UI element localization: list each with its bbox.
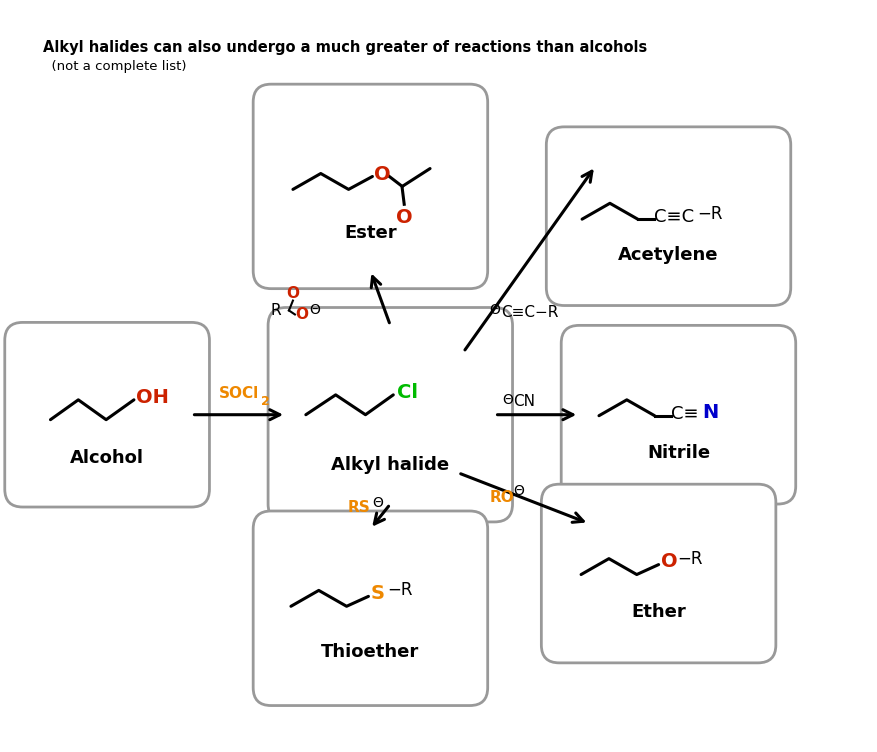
Text: Alkyl halides can also undergo a much greater of reactions than alcohols: Alkyl halides can also undergo a much gr…: [42, 41, 646, 56]
Text: −R: −R: [387, 581, 412, 599]
Text: Ester: Ester: [344, 224, 396, 242]
Text: CN: CN: [513, 394, 535, 409]
Text: 2: 2: [260, 395, 269, 408]
Text: Θ: Θ: [489, 304, 500, 317]
Text: Acetylene: Acetylene: [617, 246, 718, 264]
Text: C≡: C≡: [670, 405, 697, 423]
Text: O: O: [295, 307, 308, 322]
FancyBboxPatch shape: [267, 308, 512, 522]
FancyBboxPatch shape: [545, 127, 790, 305]
FancyBboxPatch shape: [253, 511, 487, 705]
Text: O: O: [660, 552, 676, 571]
Text: Θ: Θ: [513, 484, 524, 498]
Text: RS: RS: [347, 499, 370, 514]
Text: Θ: Θ: [309, 304, 319, 317]
Text: C≡C: C≡C: [652, 208, 693, 226]
FancyBboxPatch shape: [4, 323, 210, 507]
Text: OH: OH: [136, 388, 168, 408]
Text: N: N: [702, 403, 717, 422]
Text: SOCl: SOCl: [218, 386, 259, 401]
Text: R: R: [270, 303, 281, 318]
Text: Cl: Cl: [396, 384, 417, 402]
Text: C≡C−R: C≡C−R: [501, 305, 559, 320]
Text: Thioether: Thioether: [321, 643, 419, 661]
Text: O: O: [396, 208, 412, 227]
Text: O: O: [374, 165, 390, 184]
Text: Nitrile: Nitrile: [646, 444, 709, 462]
Text: Θ: Θ: [372, 496, 383, 510]
Text: (not a complete list): (not a complete list): [42, 60, 186, 74]
FancyBboxPatch shape: [541, 484, 775, 663]
Text: Alkyl halide: Alkyl halide: [331, 456, 449, 475]
Text: −R: −R: [696, 205, 722, 223]
FancyBboxPatch shape: [560, 326, 795, 504]
Text: Alcohol: Alcohol: [70, 450, 144, 468]
Text: Θ: Θ: [502, 393, 513, 407]
FancyBboxPatch shape: [253, 84, 487, 289]
Text: RO: RO: [489, 490, 514, 505]
Text: Ether: Ether: [631, 603, 685, 621]
Text: O: O: [286, 286, 299, 301]
Text: −R: −R: [677, 550, 702, 568]
Text: S: S: [370, 584, 384, 603]
